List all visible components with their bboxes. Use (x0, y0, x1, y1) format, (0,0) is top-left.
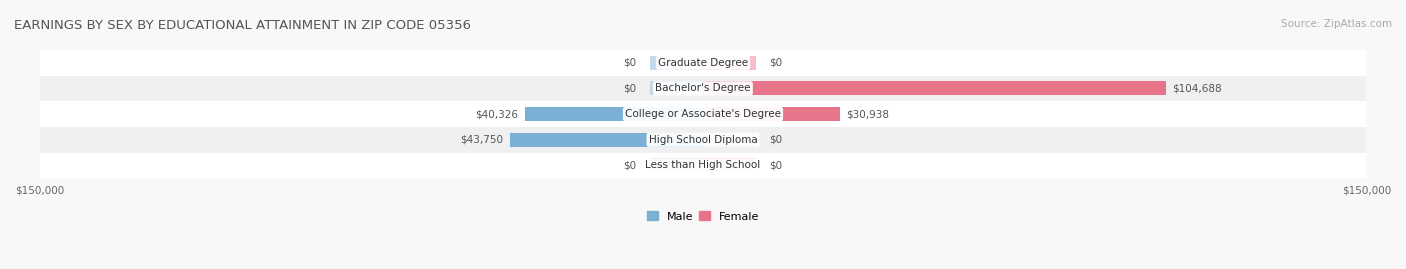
Text: High School Diploma: High School Diploma (648, 135, 758, 145)
Text: Bachelor's Degree: Bachelor's Degree (655, 83, 751, 93)
Bar (703, 56, 756, 70)
Text: $104,688: $104,688 (1173, 83, 1222, 93)
Bar (650, 158, 703, 172)
Text: $30,938: $30,938 (846, 109, 890, 119)
Text: $43,750: $43,750 (460, 135, 503, 145)
Bar (39, 127, 1367, 153)
Bar (509, 133, 703, 147)
Legend: Male, Female: Male, Female (643, 207, 763, 226)
Bar (703, 107, 839, 121)
Text: $0: $0 (623, 160, 637, 171)
Bar (39, 153, 1367, 178)
Text: $40,326: $40,326 (475, 109, 517, 119)
Text: $0: $0 (769, 135, 783, 145)
Bar (39, 50, 1367, 76)
Text: Less than High School: Less than High School (645, 160, 761, 171)
Text: Source: ZipAtlas.com: Source: ZipAtlas.com (1281, 19, 1392, 29)
Bar (650, 56, 703, 70)
Bar (39, 101, 1367, 127)
Text: $0: $0 (769, 160, 783, 171)
Bar (703, 158, 756, 172)
Bar (524, 107, 703, 121)
Text: College or Associate's Degree: College or Associate's Degree (626, 109, 780, 119)
Bar (39, 76, 1367, 101)
Text: $0: $0 (623, 58, 637, 68)
Bar (650, 81, 703, 95)
Text: $0: $0 (623, 83, 637, 93)
Text: $0: $0 (769, 58, 783, 68)
Bar (703, 133, 756, 147)
Bar (703, 81, 1166, 95)
Text: Graduate Degree: Graduate Degree (658, 58, 748, 68)
Text: EARNINGS BY SEX BY EDUCATIONAL ATTAINMENT IN ZIP CODE 05356: EARNINGS BY SEX BY EDUCATIONAL ATTAINMEN… (14, 19, 471, 32)
